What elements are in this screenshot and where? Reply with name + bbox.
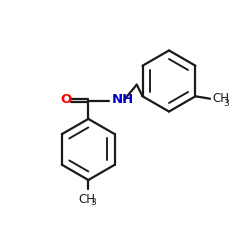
Text: 3: 3 (223, 98, 229, 108)
Text: NH: NH (112, 93, 134, 106)
Text: O: O (60, 93, 71, 106)
Text: CH: CH (212, 92, 230, 105)
Text: 3: 3 (90, 198, 96, 207)
Text: CH: CH (78, 194, 96, 206)
